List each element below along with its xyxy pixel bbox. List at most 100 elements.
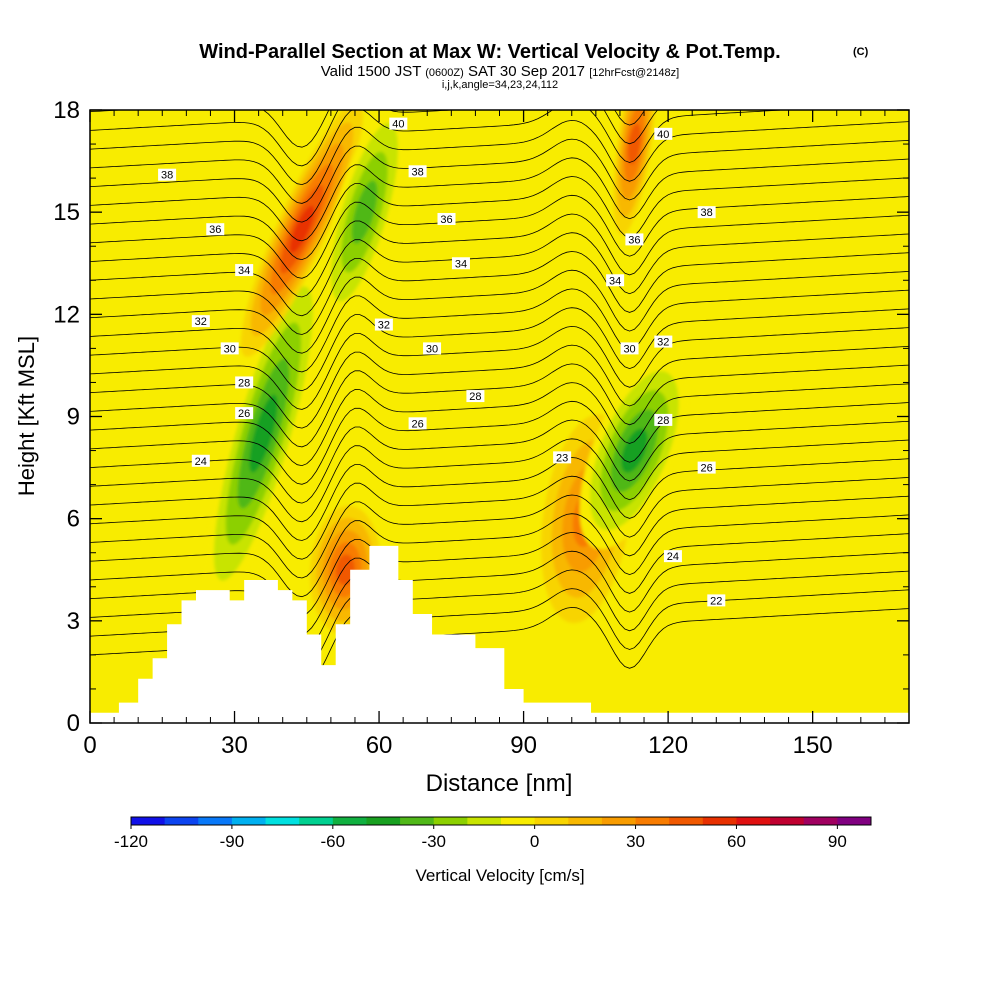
theta-contour-line	[90, 363, 909, 448]
colorbar-bin	[501, 817, 536, 825]
contour-label: 26	[697, 461, 716, 475]
contour-label: 36	[437, 212, 456, 226]
contour-label-text: 38	[411, 166, 423, 178]
theta-contour-line	[90, 138, 909, 223]
theta-contour-line	[90, 110, 659, 167]
contour-label-box	[437, 212, 456, 225]
contour-label-text: 30	[623, 343, 635, 355]
contour-label-text: 32	[378, 320, 390, 332]
theta-contour-line	[90, 232, 909, 317]
colorbar-bin	[433, 817, 468, 825]
contour-label-box	[158, 168, 177, 181]
contour-label-text: 34	[455, 258, 467, 270]
theta-contour-line	[90, 251, 909, 335]
theta-contour-line	[90, 157, 909, 242]
contour-label-box	[606, 274, 625, 287]
theta-contour-line	[90, 213, 909, 298]
contour-label-box	[663, 550, 682, 563]
theta-contour-line	[90, 400, 909, 485]
x-tick-label: 60	[366, 732, 393, 759]
colorbar-tick-label: -90	[220, 832, 245, 851]
contour-label: 23	[553, 451, 572, 464]
colorbar-tick-label: 60	[727, 832, 746, 851]
y-tick-label: 3	[67, 608, 80, 635]
y-tick-label: 18	[53, 97, 80, 124]
colorbar-bin	[265, 817, 300, 825]
velocity-band	[289, 205, 315, 253]
valid-prefix: Valid 1500 JST	[321, 63, 421, 80]
theta-contour-line	[90, 382, 909, 467]
theta-contour-line	[90, 494, 909, 579]
colorbar-bin	[601, 817, 637, 825]
valid-line: Valid 1500 JST (0600Z) SAT 30 Sep 2017 […	[321, 63, 679, 80]
contour-label-box	[654, 413, 673, 426]
contour-label-box	[466, 390, 485, 403]
contour-label: 28	[235, 376, 254, 389]
colorbar-bin	[534, 817, 569, 825]
colorbar-tick-label: 30	[626, 832, 645, 851]
velocity-cell-updraft-upper-east	[613, 110, 656, 235]
contour-label-text: 38	[161, 170, 173, 182]
theta-contour-line	[90, 513, 909, 598]
contour-label-box	[654, 335, 673, 348]
colorbar-bin	[669, 817, 704, 825]
x-axis-label: Distance [nm]	[426, 770, 573, 797]
colorbar-tick-label: -60	[321, 832, 346, 851]
colorbar-bin	[198, 817, 233, 825]
theta-contour-line	[90, 119, 909, 204]
contour-label-box	[707, 594, 726, 607]
theta-contour-line	[90, 419, 909, 504]
y-tick-label: 0	[67, 710, 80, 737]
plot-area: 40 40 38 38 38 36 36 36 34 34 34 32 32 32 30 30 30 28 28 28…	[90, 110, 909, 723]
colorbar-bin	[803, 817, 838, 825]
colorbar-bin	[837, 817, 872, 825]
colorbar-tick-label: -120	[114, 832, 148, 851]
theta-contour-line	[90, 531, 909, 616]
contour-label-box	[389, 117, 408, 130]
colorbar-bin	[770, 817, 805, 825]
colorbar-bin	[332, 817, 367, 825]
contour-label: 24	[191, 454, 210, 468]
contour-label-text: 34	[238, 265, 250, 277]
x-tick-label: 90	[510, 732, 537, 759]
contour-label-text: 23	[556, 452, 568, 464]
y-tick-label: 15	[53, 199, 80, 226]
section-params: i,j,k,angle=34,23,24,112	[442, 79, 558, 91]
contour-label-text: 24	[195, 456, 207, 468]
colorbar-bin	[568, 817, 603, 825]
theta-contour-line	[90, 457, 909, 541]
colorbar-tick-label: 0	[530, 832, 539, 851]
y-tick-label: 6	[67, 506, 80, 533]
colorbar-frame	[130, 816, 872, 826]
colorbar-label: Vertical Velocity [cm/s]	[415, 866, 584, 885]
colorbar-bin	[131, 817, 166, 825]
velocity-band	[627, 123, 641, 165]
contour-label-box	[235, 407, 254, 420]
x-tick-label: 0	[83, 732, 96, 759]
contour-label: 30	[620, 342, 639, 355]
theta-contour-line	[90, 288, 909, 373]
valid-utc: (0600Z)	[425, 67, 464, 79]
velocity-band	[351, 180, 378, 244]
contour-label-box	[374, 318, 393, 331]
contour-label-text: 30	[224, 343, 236, 355]
contour-label: 36	[206, 223, 225, 236]
colorbar-tick-label: -30	[421, 832, 446, 851]
contour-label-box	[408, 165, 427, 178]
contour-label: 32	[191, 315, 210, 328]
contour-label-text: 24	[667, 551, 679, 563]
theta-contour-line	[90, 325, 909, 410]
contour-label-text: 28	[657, 415, 669, 427]
colorbar-bin	[467, 817, 502, 825]
colorbar-tick-label: 90	[828, 832, 847, 851]
contour-label-box	[423, 342, 442, 355]
title-units: (C)	[853, 46, 869, 58]
colorbar-bin	[366, 817, 401, 825]
contour-label-text: 34	[609, 275, 621, 287]
chart-title: Wind-Parallel Section at Max W: Vertical…	[199, 41, 780, 63]
contour-label: 40	[389, 117, 408, 131]
x-tick-label: 150	[793, 732, 833, 759]
contour-label-box	[191, 454, 210, 467]
